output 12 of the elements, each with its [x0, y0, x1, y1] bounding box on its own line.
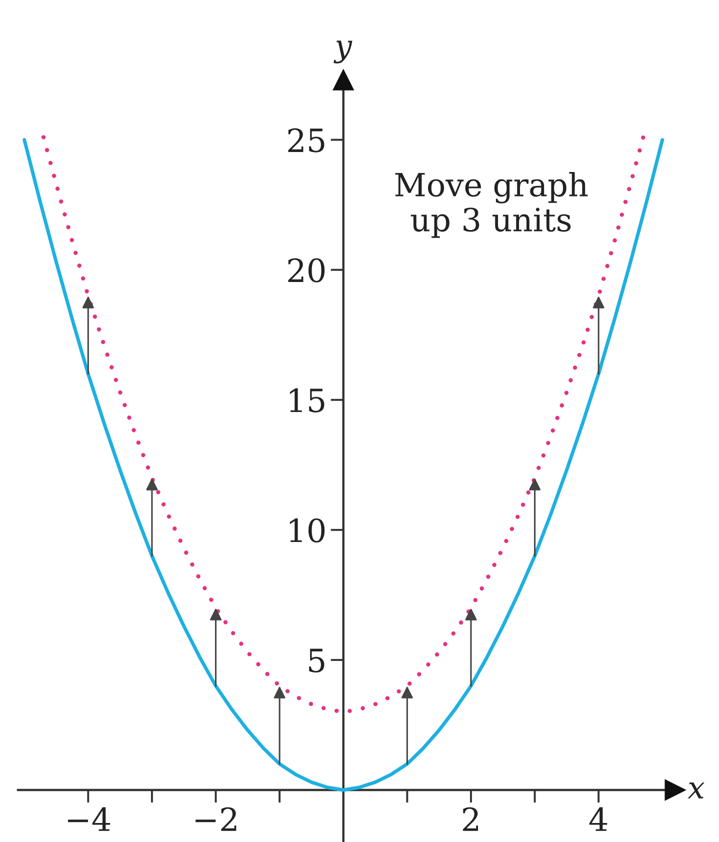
x-tick-label: −2	[196, 807, 236, 831]
annotation: Move graph up 3 units	[395, 172, 588, 238]
x-tick-label: −4	[68, 807, 110, 831]
y-axis-title: y	[334, 40, 352, 64]
y-tick-label: 10	[290, 518, 325, 543]
y-tick-label: 15	[290, 388, 324, 412]
x-tick-label: 4	[589, 807, 608, 831]
x-axis-title: x	[688, 782, 704, 798]
y-tick-label: 5	[309, 648, 324, 673]
y-tick-label: 25	[288, 128, 324, 152]
y-tick-label: 20	[288, 258, 325, 282]
x-tick-label: 2	[462, 807, 478, 831]
